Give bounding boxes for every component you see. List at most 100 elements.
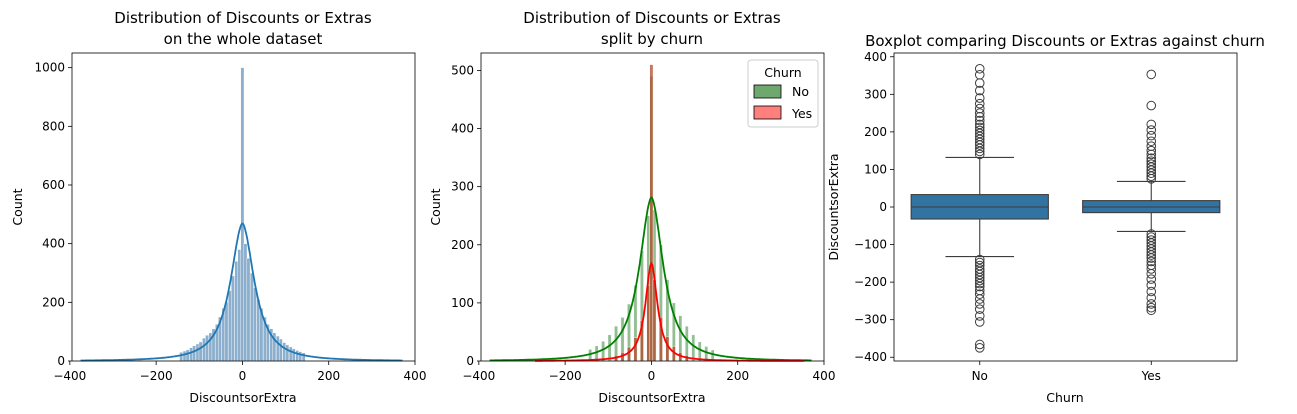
- histogram-bar: [691, 334, 696, 362]
- chart3-x-ticks: No Yes: [972, 361, 1161, 383]
- y-tick-label: 800: [42, 119, 65, 133]
- x-tick-label: −400: [462, 369, 495, 383]
- histogram-bar: [179, 352, 183, 362]
- histogram-bar: [291, 348, 296, 362]
- outlier-point: [974, 304, 985, 314]
- histogram-bar: [240, 67, 245, 362]
- y-tick-label: 100: [864, 162, 887, 176]
- outlier-point: [1146, 130, 1157, 141]
- y-tick-label: 100: [451, 296, 474, 310]
- histogram-bar: [185, 349, 190, 362]
- x-tick-label: −200: [549, 369, 582, 383]
- legend-label-no: No: [792, 84, 809, 99]
- histogram-bar: [288, 346, 293, 362]
- chart3-y-ticks: −400 −300 −200 −100 0 100 200 300 400: [854, 50, 894, 364]
- histogram-bar: [697, 341, 702, 362]
- outlier-point: [974, 103, 985, 114]
- chart3-title: Boxplot comparing Discounts or Extras ag…: [865, 32, 1265, 50]
- outlier-point: [1146, 69, 1157, 80]
- x-tick-label: No: [972, 369, 988, 383]
- chart3-axes-frame: [893, 52, 1238, 362]
- outlier-point: [1146, 145, 1157, 156]
- chart1-title-line2: on the whole dataset: [164, 30, 323, 48]
- outlier-point: [1146, 247, 1157, 257]
- histogram-bar: [246, 258, 251, 362]
- chart1-bars: [179, 67, 306, 362]
- x-tick-label: 0: [239, 369, 247, 383]
- y-tick-label: 200: [864, 125, 887, 139]
- histogram-bar: [282, 342, 287, 362]
- outlier-point: [1146, 153, 1157, 163]
- chart1-axes-frame: [71, 52, 416, 362]
- outlier-point: [1146, 269, 1157, 279]
- legend-label-yes: Yes: [791, 106, 812, 121]
- x-tick-label: −200: [140, 369, 173, 383]
- chart-boxplot: Boxplot comparing Discounts or Extras ag…: [826, 32, 1265, 405]
- y-tick-label: −200: [854, 275, 887, 289]
- y-tick-label: 0: [57, 354, 65, 368]
- histogram-bar: [275, 335, 280, 362]
- chart2-y-ticks: 0 100 200 300 400 500: [451, 63, 481, 368]
- chart3-ylabel: DiscountsorExtra: [826, 153, 841, 260]
- outlier-point: [1146, 299, 1157, 309]
- histogram-bar: [195, 343, 200, 362]
- box-yes: [1082, 69, 1221, 316]
- x-tick-label: −400: [53, 369, 86, 383]
- histogram-bar: [250, 272, 254, 362]
- chart2-ylabel: Count: [428, 188, 443, 225]
- outlier-point: [974, 289, 985, 299]
- outlier-point: [974, 343, 985, 353]
- outlier-point: [974, 63, 985, 74]
- histogram-bar: [601, 341, 605, 362]
- outlier-point: [1146, 256, 1157, 267]
- y-tick-label: 0: [466, 354, 474, 368]
- outlier-point: [1146, 156, 1157, 166]
- outlier-point: [1146, 250, 1157, 260]
- histogram-bar: [285, 344, 290, 362]
- chart-whole-dataset: Distribution of Discounts or Extras on t…: [10, 9, 426, 405]
- y-tick-label: 0: [879, 200, 887, 214]
- y-tick-label: 300: [451, 180, 474, 194]
- y-tick-label: 1000: [34, 61, 65, 75]
- histogram-bar: [192, 345, 196, 362]
- outlier-point: [1146, 100, 1157, 111]
- outlier-point: [1146, 302, 1157, 313]
- chart1-kde-line: [80, 222, 403, 362]
- histogram-bar: [182, 350, 187, 362]
- outlier-point: [974, 285, 985, 296]
- chart2-kde-line-no: [489, 196, 812, 362]
- y-tick-label: −400: [854, 350, 887, 364]
- outlier-point: [974, 115, 985, 126]
- histogram-bar: [202, 337, 206, 362]
- histogram-bar: [649, 64, 654, 362]
- outlier-point: [974, 254, 985, 265]
- histogram-bar: [256, 299, 261, 362]
- chart2-x-ticks: −400 −200 0 200 400: [462, 361, 835, 383]
- histogram-bar: [237, 249, 242, 362]
- outlier-point: [1146, 293, 1157, 303]
- histogram-bar: [198, 341, 203, 362]
- outlier-point: [974, 339, 985, 350]
- histogram-bar: [243, 243, 248, 362]
- chart2-xlabel: DiscountsorExtra: [598, 390, 705, 405]
- x-tick-label: 200: [726, 369, 749, 383]
- x-tick-label: 400: [404, 369, 427, 383]
- histogram-bar: [234, 261, 239, 362]
- y-tick-label: 200: [451, 238, 474, 252]
- chart1-xlabel: DiscountsorExtra: [189, 390, 296, 405]
- outlier-point: [974, 98, 985, 109]
- chart-split-by-churn: Distribution of Discounts or Extras spli…: [428, 9, 835, 405]
- outlier-point: [1146, 159, 1157, 169]
- outlier-point: [974, 149, 985, 160]
- histogram-bar: [231, 275, 235, 362]
- outlier-point: [1146, 119, 1157, 130]
- outlier-point: [974, 69, 985, 80]
- legend-title: Churn: [764, 65, 801, 80]
- x-tick-label: 400: [813, 369, 836, 383]
- x-tick-label: 0: [648, 369, 656, 383]
- histogram-bar: [607, 334, 612, 362]
- histogram-bar: [228, 290, 232, 362]
- outlier-point: [1146, 125, 1157, 135]
- outlier-point: [1146, 305, 1157, 316]
